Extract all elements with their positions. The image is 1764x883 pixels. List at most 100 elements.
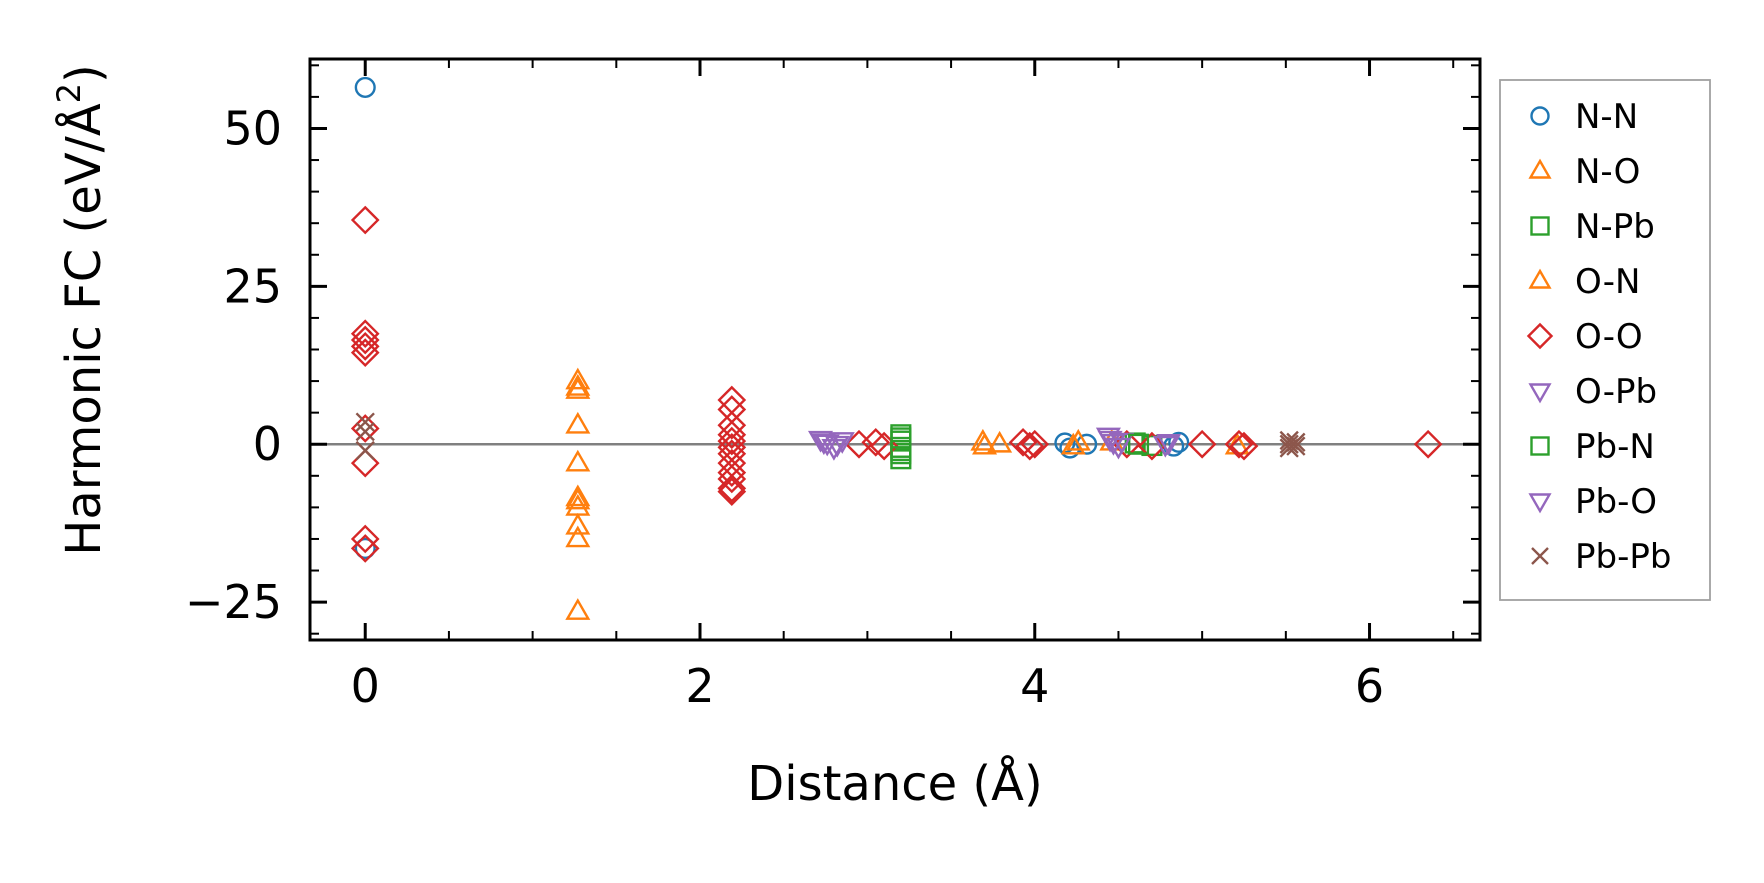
x-tick-label: 2 bbox=[685, 659, 714, 713]
data-point bbox=[821, 439, 847, 461]
legend-item: Pb-O bbox=[1528, 482, 1657, 522]
data-point bbox=[717, 474, 747, 503]
data-point bbox=[717, 426, 747, 456]
legend-label: N-O bbox=[1575, 152, 1640, 192]
legend-item: N-O bbox=[1528, 152, 1640, 192]
legend-item: Pb-Pb bbox=[1531, 537, 1671, 577]
data-point bbox=[1156, 433, 1182, 456]
y-tick-label: 0 bbox=[253, 417, 282, 471]
series-n-o bbox=[565, 367, 1091, 620]
data-point bbox=[717, 477, 747, 506]
legend-marker bbox=[1528, 268, 1552, 289]
data-point bbox=[565, 598, 591, 620]
data-point bbox=[354, 537, 376, 559]
data-point bbox=[1413, 429, 1443, 459]
data-point bbox=[1224, 429, 1254, 459]
major-ticks bbox=[310, 59, 1480, 640]
data-point bbox=[987, 430, 1013, 453]
legend-marker bbox=[1530, 436, 1550, 456]
data-point bbox=[350, 534, 380, 563]
y-axis-label-main: Harmonic FC (eV/Å bbox=[55, 103, 112, 556]
data-point bbox=[565, 484, 591, 507]
data-point bbox=[717, 420, 747, 450]
data-point bbox=[350, 524, 380, 554]
y-tick-label: −25 bbox=[185, 575, 282, 629]
legend-item: O-O bbox=[1526, 317, 1643, 357]
data-point bbox=[1286, 432, 1306, 452]
data-point bbox=[1015, 431, 1045, 461]
data-point bbox=[1187, 429, 1217, 459]
data-point bbox=[565, 512, 591, 535]
legend-item: Pb-N bbox=[1530, 427, 1655, 467]
legend-label: N-N bbox=[1575, 97, 1638, 137]
data-point bbox=[565, 377, 591, 399]
data-point bbox=[890, 439, 912, 462]
x-tick-label: 0 bbox=[351, 659, 380, 713]
plot-frame bbox=[308, 57, 1482, 642]
data-point bbox=[350, 338, 380, 368]
data-point bbox=[1229, 431, 1259, 461]
data-point bbox=[1286, 436, 1306, 456]
data-point bbox=[355, 412, 375, 432]
data-point bbox=[350, 325, 380, 355]
data-point bbox=[811, 433, 837, 456]
data-point bbox=[565, 411, 591, 434]
data-point bbox=[565, 367, 591, 390]
data-point bbox=[717, 385, 747, 415]
legend-label: O-Pb bbox=[1575, 372, 1657, 412]
data-point bbox=[1152, 435, 1178, 458]
legend-marker bbox=[1530, 106, 1550, 126]
data-point bbox=[972, 432, 998, 455]
data-point bbox=[350, 331, 380, 361]
series-pb-pb bbox=[355, 412, 1306, 461]
x-axis-label: Distance (Å) bbox=[747, 755, 1042, 812]
data-point bbox=[350, 319, 380, 349]
data-markers bbox=[350, 76, 1443, 620]
data-point bbox=[565, 449, 591, 472]
legend-box bbox=[1499, 79, 1711, 601]
data-point bbox=[355, 440, 375, 461]
data-point bbox=[717, 410, 747, 440]
data-point bbox=[890, 427, 912, 449]
data-point bbox=[1020, 429, 1050, 459]
legend-label: O-N bbox=[1575, 262, 1640, 302]
legend-label: Pb-N bbox=[1575, 427, 1655, 467]
y-axis-label: Harmonic FC (eV/Å2) bbox=[50, 64, 112, 556]
x-tick-label: 6 bbox=[1355, 659, 1384, 713]
data-point bbox=[350, 448, 380, 478]
data-point bbox=[1105, 437, 1131, 460]
data-point bbox=[1141, 434, 1163, 457]
x-tick-labels: 0 2 4 6 bbox=[351, 659, 1385, 713]
data-point bbox=[824, 435, 850, 458]
legend-marker bbox=[1531, 547, 1549, 565]
series-n-n bbox=[354, 76, 1190, 559]
data-point bbox=[355, 421, 375, 442]
data-point bbox=[565, 373, 591, 396]
legend-items: N-N N-O N-Pb O-N O-O O-Pb Pb-N Pb-O Pb-Pb bbox=[1526, 97, 1671, 577]
legend-label: O-O bbox=[1575, 317, 1643, 357]
legend-label: Pb-O bbox=[1575, 482, 1657, 522]
minor-ticks bbox=[310, 59, 1480, 640]
x-tick-label: 4 bbox=[1020, 659, 1049, 713]
data-point bbox=[565, 487, 591, 510]
y-tick-label: 50 bbox=[223, 101, 282, 155]
legend-label: N-Pb bbox=[1575, 207, 1655, 247]
legend-marker bbox=[1528, 493, 1552, 514]
data-point bbox=[1127, 433, 1150, 455]
data-point bbox=[717, 395, 747, 424]
legend-marker bbox=[1528, 158, 1552, 179]
series-o-o bbox=[350, 205, 1443, 563]
data-point bbox=[1065, 428, 1091, 451]
legend-marker bbox=[1526, 322, 1554, 350]
data-point bbox=[1137, 431, 1167, 461]
data-point bbox=[717, 464, 747, 494]
data-point bbox=[1279, 434, 1299, 454]
legend-marker bbox=[1528, 383, 1552, 404]
data-point bbox=[861, 427, 891, 457]
data-point bbox=[350, 414, 380, 443]
legend-label: Pb-Pb bbox=[1575, 537, 1671, 577]
series-pb-n bbox=[890, 427, 1150, 462]
data-point bbox=[844, 429, 874, 459]
y-axis-label-close: ) bbox=[56, 64, 112, 83]
series-pb-o bbox=[811, 430, 1182, 460]
